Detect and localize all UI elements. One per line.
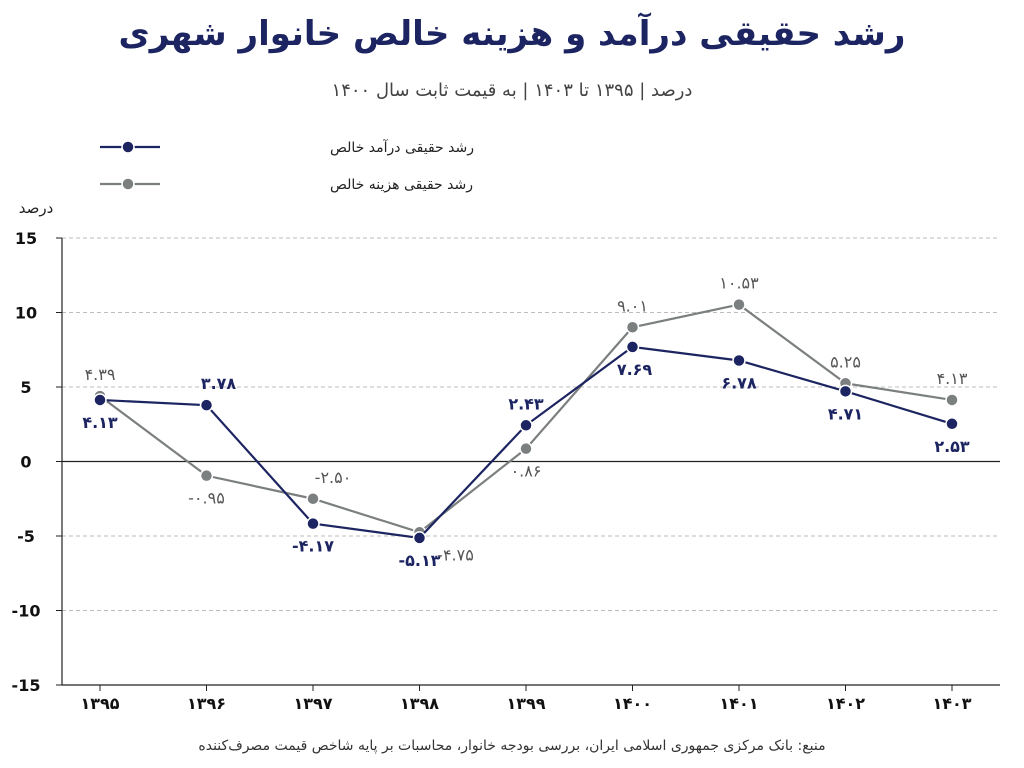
- income-point: [732, 353, 746, 368]
- x-tick-label: ۱۴۰۱: [719, 694, 758, 713]
- data-labels: ۴.۱۳ ۳.۷۸ -۴.۱۷ -۵.۱۳ ۲.۴۳ ۷.۶۹ ۶.۷۸ ۴.۷۱ ۲.۵۳ ۴.…: [82, 274, 970, 570]
- expense-data-label: ۹.۰۱: [617, 296, 648, 315]
- income-point: [199, 398, 214, 412]
- legend-label: رشد حقیقی درآمد خالص: [330, 139, 474, 156]
- income-data-label: ۴.۱۳: [82, 413, 118, 432]
- legend-marker: [121, 177, 135, 191]
- y-tick-label: -15: [12, 676, 41, 695]
- income-data-label: ۴.۷۱: [828, 404, 863, 423]
- y-tick-label: -5: [17, 527, 35, 546]
- income-data-label: ۲.۴۳: [508, 394, 544, 413]
- income-data-label: ۲.۵۳: [934, 437, 970, 456]
- income-point: [412, 531, 427, 545]
- axes: 15 10 5 0 -5 -10 -15 درصد ۱۳۹۵ ۱۳۹۶ ۱۳۹۷ ۱۳۹۸ ۱۳۹۹ ۱۴…: [12, 199, 1000, 713]
- income-data-label: ۶.۷۸: [721, 373, 757, 392]
- expense-point: [199, 468, 214, 483]
- expense-data-label: -۲.۵۰: [315, 468, 352, 487]
- expense-data-label: ۱۰.۵۳: [719, 274, 759, 293]
- income-data-label: -۴.۱۷: [292, 537, 334, 556]
- expense-data-label: ۴.۳۹: [85, 365, 116, 384]
- x-tick-label: ۱۳۹۵: [80, 694, 119, 713]
- y-tick-label: 10: [15, 304, 37, 323]
- income-data-label: -۵.۱۳: [398, 551, 440, 570]
- income-data-label: ۷.۶۹: [617, 360, 653, 379]
- x-tick-label: ۱۴۰۳: [932, 694, 971, 713]
- legend-marker: [121, 140, 135, 154]
- x-tick-label: ۱۴۰۲: [826, 694, 865, 713]
- income-point: [838, 384, 853, 399]
- legend: رشد حقیقی درآمد خالص رشد حقیقی هزینه خالص: [100, 139, 474, 193]
- y-tick-label: -10: [12, 602, 41, 621]
- x-tick-label: ۱۳۹۸: [400, 694, 439, 713]
- legend-label: رشد حقیقی هزینه خالص: [330, 177, 473, 193]
- y-tick-label: 0: [20, 453, 31, 472]
- expense-data-label: -۴.۷۵: [437, 545, 474, 564]
- expense-line: [99, 303, 953, 534]
- income-data-label: ۳.۷۸: [201, 374, 237, 393]
- x-tick-label: ۱۴۰۰: [613, 694, 652, 713]
- y-tick-label: 15: [15, 229, 37, 248]
- chart-title: رشد حقیقی درآمد و هزینه خالص خانوار شهری: [118, 14, 906, 54]
- y-tick-label: 5: [20, 378, 31, 397]
- expense-point: [625, 320, 640, 335]
- chart-subtitle: درصد | ۱۳۹۵ تا ۱۴۰۳ | به قیمت ثابت سال ۱…: [331, 80, 693, 101]
- income-point: [93, 393, 107, 407]
- x-tick-label: ۱۳۹۷: [293, 694, 332, 713]
- x-tick-label: ۱۳۹۶: [187, 694, 226, 713]
- income-point: [306, 516, 320, 531]
- expense-data-label: ۴.۱۳: [937, 369, 968, 388]
- expense-point: [732, 297, 746, 312]
- expense-point: [519, 441, 533, 456]
- series-lines: [93, 297, 959, 545]
- expense-data-label: -۰.۹۵: [188, 489, 225, 508]
- x-tick-label: ۱۳۹۹: [506, 694, 545, 713]
- y-axis-title: درصد: [19, 199, 54, 217]
- expense-point: [945, 393, 959, 407]
- expense-point: [306, 492, 320, 506]
- income-point: [625, 340, 640, 354]
- expense-data-label: ۰.۸۶: [511, 462, 542, 481]
- source-note: منبع: بانک مرکزی جمهوری اسلامی ایران، بر…: [198, 738, 826, 754]
- income-point: [519, 418, 533, 433]
- income-point: [945, 417, 959, 431]
- expense-data-label: ۵.۲۵: [830, 352, 861, 371]
